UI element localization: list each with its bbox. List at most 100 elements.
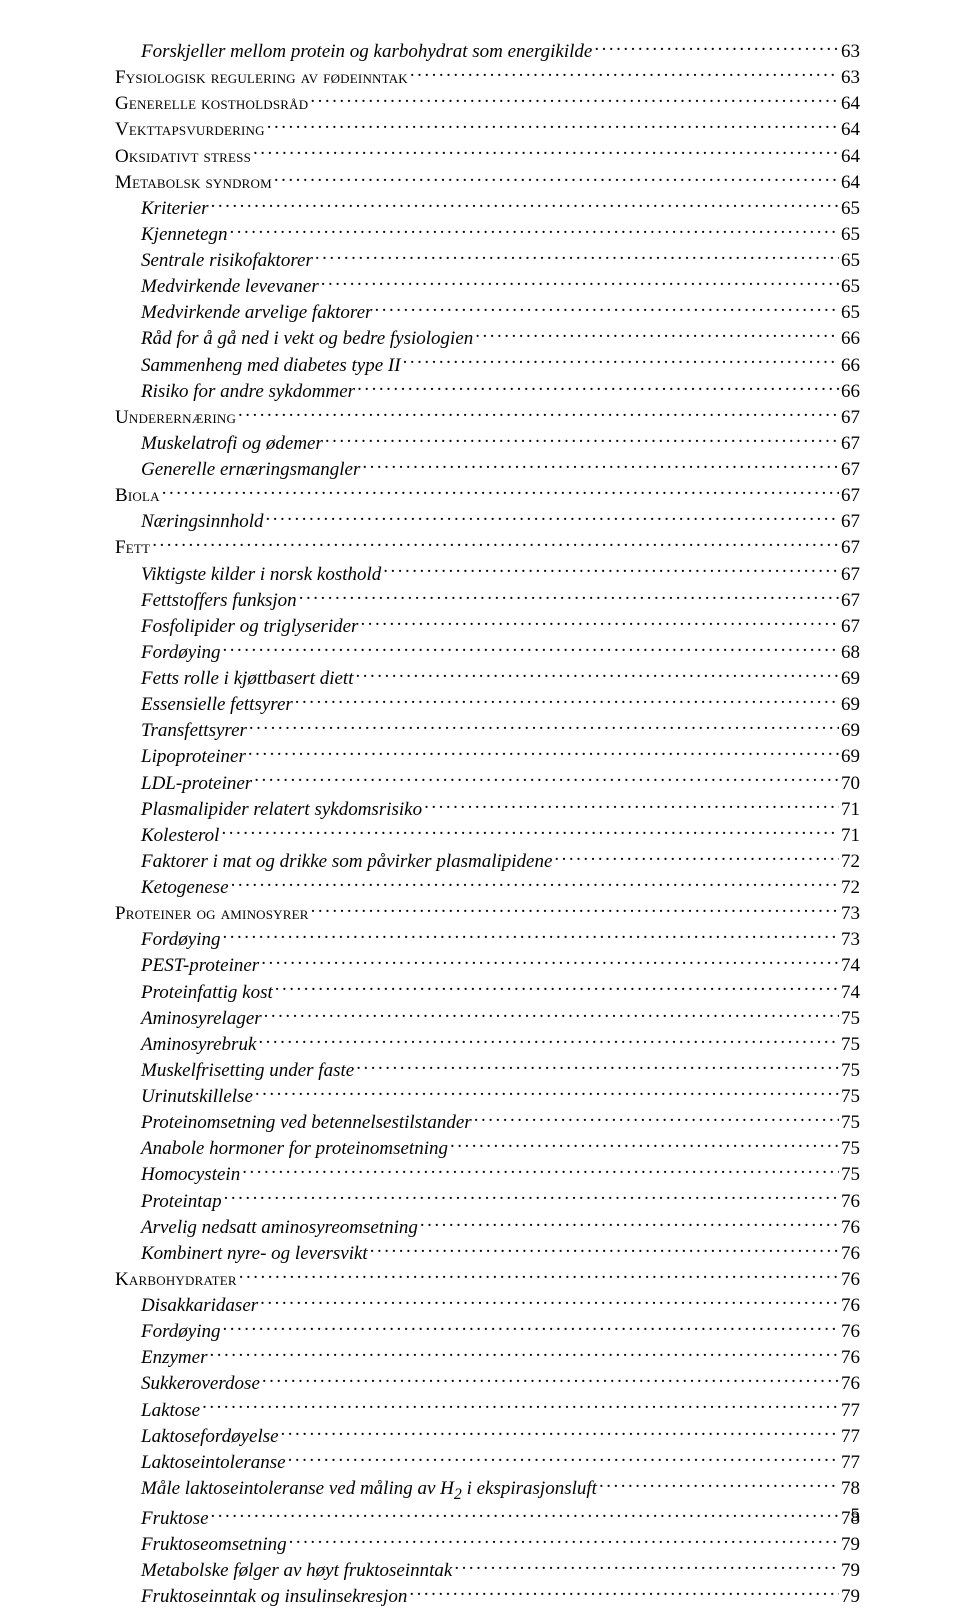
toc-entry-page: 77 <box>841 1425 860 1449</box>
toc-entry: Sukkeroverdose76 <box>141 1370 860 1396</box>
toc-entry-title: Fordøying <box>141 641 221 665</box>
toc-entry-title: Essensielle fettsyrer <box>141 693 293 717</box>
toc-entry: Kjennetegn65 <box>141 221 860 247</box>
toc-leader-dots <box>231 874 839 893</box>
toc-entry-page: 69 <box>841 745 860 769</box>
toc-entry-page: 67 <box>841 406 860 430</box>
toc-entry-title: Fetts rolle i kjøttbasert diett <box>141 667 354 691</box>
toc-entry-title: Proteiner og aminosyrer <box>115 902 309 926</box>
toc-leader-dots <box>295 691 839 710</box>
toc-entry-page: 69 <box>841 693 860 717</box>
toc-entry-title: Kriterier <box>141 197 209 221</box>
toc-entry: Fosfolipider og triglyserider67 <box>141 613 860 639</box>
toc-entry: Måle laktoseintoleranse ved måling av H2… <box>141 1475 860 1505</box>
toc-entry: Generelle ernæringsmangler67 <box>141 456 860 482</box>
toc-entry-page: 67 <box>841 510 860 534</box>
toc-leader-dots <box>474 1109 839 1128</box>
toc-entry: Plasmalipider relatert sykdomsrisiko71 <box>141 796 860 822</box>
toc-entry-page: 77 <box>841 1399 860 1423</box>
toc-list: Forskjeller mellom protein og karbohydra… <box>115 38 860 1609</box>
toc-entry-title: Kolesterol <box>141 824 219 848</box>
toc-leader-dots <box>211 1505 839 1524</box>
toc-entry-page: 65 <box>841 249 860 273</box>
toc-entry-title: Karbohydrater <box>115 1268 237 1292</box>
toc-entry-title: Fettstoffers funksjon <box>141 589 297 613</box>
toc-leader-dots <box>253 143 839 162</box>
toc-entry-title: Fruktose <box>141 1507 209 1531</box>
toc-entry-title: Muskelfrisetting under faste <box>141 1059 354 1083</box>
toc-entry: Kriterier 65 <box>141 195 860 221</box>
toc-entry-page: 65 <box>841 275 860 299</box>
toc-leader-dots <box>211 195 839 214</box>
toc-entry: Transfettsyrer69 <box>141 717 860 743</box>
toc-entry: PEST-proteiner74 <box>141 952 860 978</box>
toc-leader-dots <box>275 979 839 998</box>
toc-entry-page: 75 <box>841 1085 860 1109</box>
toc-entry-title: Måle laktoseintoleranse ved måling av H2… <box>141 1477 597 1505</box>
toc-entry-title: LDL-proteiner <box>141 772 252 796</box>
toc-entry: Sammenheng med diabetes type II66 <box>141 352 860 378</box>
toc-entry-title: Kombinert nyre- og leversvikt <box>141 1242 368 1266</box>
toc-entry-page: 70 <box>841 772 860 796</box>
toc-entry: Laktose 77 <box>141 1397 860 1423</box>
toc-entry-page: 71 <box>841 798 860 822</box>
toc-leader-dots <box>315 247 839 266</box>
toc-leader-dots <box>356 1057 839 1076</box>
toc-entry-page: 79 <box>841 1585 860 1609</box>
toc-entry: Proteinomsetning ved betennelsestilstand… <box>141 1109 860 1135</box>
toc-entry-title: Ketogenese <box>141 876 229 900</box>
toc-entry-page: 76 <box>841 1372 860 1396</box>
toc-entry-title: Proteintap <box>141 1190 222 1214</box>
toc-leader-dots <box>281 1423 839 1442</box>
toc-entry: Vekttapsvurdering64 <box>115 116 860 142</box>
toc-leader-dots <box>321 273 839 292</box>
toc-leader-dots <box>264 1005 839 1024</box>
toc-entry-title: Fruktoseinntak og insulinsekresjon <box>141 1585 407 1609</box>
toc-entry: Laktoseintoleranse77 <box>141 1449 860 1475</box>
toc-entry-title: Fruktoseomsetning <box>141 1533 287 1557</box>
toc-leader-dots <box>249 717 839 736</box>
toc-entry: Fruktoseinntak og insulinsekresjon 79 <box>141 1583 860 1609</box>
toc-entry: Kolesterol 71 <box>141 822 860 848</box>
toc-entry-page: 74 <box>841 954 860 978</box>
toc-entry-page: 77 <box>841 1451 860 1475</box>
toc-entry-title: Laktose <box>141 1399 200 1423</box>
toc-entry-page: 71 <box>841 824 860 848</box>
toc-leader-dots <box>209 1344 839 1363</box>
toc-leader-dots <box>410 64 839 83</box>
toc-entry: Arvelig nedsatt aminosyreomsetning76 <box>141 1214 860 1240</box>
toc-entry-title: Muskelatrofi og ødemer <box>141 432 323 456</box>
toc-entry-page: 76 <box>841 1190 860 1214</box>
toc-leader-dots <box>370 1240 839 1259</box>
toc-entry-page: 72 <box>841 876 860 900</box>
toc-entry: Aminosyrelager75 <box>141 1005 860 1031</box>
toc-leader-dots <box>289 1531 839 1550</box>
toc-entry-title: Proteinomsetning ved betennelsestilstand… <box>141 1111 472 1135</box>
toc-entry-page: 67 <box>841 484 860 508</box>
toc-leader-dots <box>310 90 839 109</box>
toc-leader-dots <box>267 116 839 135</box>
toc-entry: LDL-proteiner 70 <box>141 770 860 796</box>
toc-entry-title: Enzymer <box>141 1346 207 1370</box>
toc-entry-page: 76 <box>841 1216 860 1240</box>
toc-leader-dots <box>599 1475 839 1494</box>
toc-entry-page: 76 <box>841 1320 860 1344</box>
toc-entry: Råd for å gå ned i vekt og bedre fysiolo… <box>141 325 860 351</box>
toc-entry-title: Proteinfattig kost <box>141 981 273 1005</box>
toc-entry: Lipoproteiner69 <box>141 743 860 769</box>
toc-entry-page: 75 <box>841 1111 860 1135</box>
toc-entry-page: 76 <box>841 1294 860 1318</box>
toc-leader-dots <box>238 404 839 423</box>
toc-entry-page: 67 <box>841 615 860 639</box>
toc-entry: Forskjeller mellom protein og karbohydra… <box>141 38 860 64</box>
toc-entry-page: 65 <box>841 197 860 221</box>
toc-entry-page: 73 <box>841 928 860 952</box>
toc-entry: Metabolsk syndrom64 <box>115 169 860 195</box>
toc-entry-title: Oksidativt stress <box>115 145 251 169</box>
toc-entry-page: 63 <box>841 40 860 64</box>
toc-leader-dots <box>239 1266 839 1285</box>
toc-entry: Biola67 <box>115 482 860 508</box>
toc-leader-dots <box>223 639 839 658</box>
toc-entry: Fetts rolle i kjøttbasert diett69 <box>141 665 860 691</box>
toc-entry: Anabole hormoner for proteinomsetning75 <box>141 1135 860 1161</box>
